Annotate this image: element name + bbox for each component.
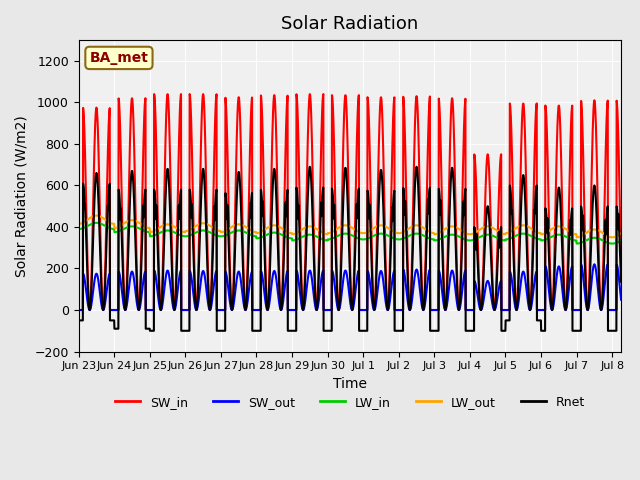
SW_in — [319, 91, 327, 97]
Legend: SW_in, SW_out, LW_in, LW_out, Rnet: SW_in, SW_out, LW_in, LW_out, Rnet — [110, 391, 590, 414]
LW_out — [609, 234, 616, 240]
Rnet — [582, 286, 589, 291]
SW_in — [556, 110, 563, 116]
LW_in — [556, 232, 563, 238]
SW_out — [75, 307, 83, 313]
LW_in — [93, 220, 100, 226]
SW_out — [617, 297, 625, 302]
Text: BA_met: BA_met — [90, 51, 148, 65]
X-axis label: Time: Time — [333, 377, 367, 391]
LW_out — [556, 224, 563, 229]
Line: Rnet: Rnet — [79, 167, 621, 331]
Rnet — [75, 317, 83, 323]
LW_out — [616, 231, 624, 237]
Rnet — [556, 192, 564, 198]
LW_in — [417, 231, 424, 237]
LW_out — [457, 227, 465, 233]
LW_out — [417, 224, 424, 229]
LW_out — [93, 213, 100, 218]
SW_in — [617, 260, 625, 265]
Rnet — [457, 276, 465, 281]
LW_in — [617, 238, 625, 243]
SW_out — [417, 292, 424, 298]
Rnet — [146, 328, 154, 334]
Line: SW_in: SW_in — [79, 94, 621, 310]
LW_out — [582, 230, 589, 236]
SW_in — [457, 270, 465, 276]
LW_in — [582, 238, 589, 243]
SW_in — [582, 262, 589, 267]
Rnet — [617, 279, 625, 285]
LW_out — [617, 230, 625, 236]
Rnet — [417, 270, 425, 276]
Line: LW_in: LW_in — [79, 223, 621, 243]
SW_out — [616, 287, 624, 293]
SW_out — [556, 264, 563, 270]
SW_in — [616, 215, 624, 221]
Line: LW_out: LW_out — [79, 216, 621, 237]
Title: Solar Radiation: Solar Radiation — [281, 15, 419, 33]
LW_in — [609, 240, 616, 246]
LW_out — [75, 221, 83, 227]
Rnet — [413, 164, 420, 169]
SW_out — [582, 295, 589, 301]
Rnet — [616, 259, 624, 265]
SW_out — [591, 262, 598, 267]
Line: SW_out: SW_out — [79, 264, 621, 310]
SW_in — [417, 241, 424, 247]
LW_in — [75, 226, 83, 232]
LW_in — [200, 228, 208, 233]
SW_out — [200, 270, 208, 276]
SW_in — [200, 104, 208, 110]
Y-axis label: Solar Radiation (W/m2): Solar Radiation (W/m2) — [15, 115, 29, 276]
SW_in — [75, 307, 83, 313]
LW_in — [616, 238, 624, 244]
Rnet — [200, 179, 208, 184]
SW_out — [457, 302, 465, 308]
LW_in — [457, 235, 465, 240]
LW_out — [200, 220, 208, 226]
